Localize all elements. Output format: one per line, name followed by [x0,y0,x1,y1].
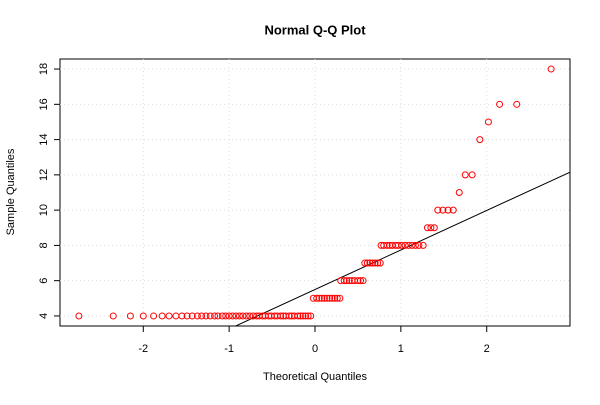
point [449,206,457,214]
point [371,259,379,267]
point [333,294,341,302]
point [299,312,307,320]
point [285,312,293,320]
point [415,241,423,249]
y-axis-label: Sample Quantiles [5,148,17,235]
point [439,206,447,214]
point [484,118,492,126]
y-tick-label: 4 [38,313,50,319]
point [476,136,484,144]
point [307,312,315,320]
point [211,312,219,320]
point [461,171,469,179]
y-tick-label: 14 [38,133,50,145]
point [109,312,117,320]
point [359,277,367,285]
point [232,312,240,320]
point [434,206,442,214]
point [172,312,180,320]
point [468,171,476,179]
point [328,294,336,302]
y-tick-label: 10 [38,204,50,216]
y-tick-label: 18 [38,63,50,75]
point [423,224,431,232]
point [547,65,555,73]
point [193,312,201,320]
point [427,224,435,232]
point [150,312,158,320]
point [302,312,310,320]
point [357,277,365,285]
point [222,312,230,320]
y-tick-label: 12 [38,169,50,181]
point [178,312,186,320]
point [214,312,222,320]
point [326,294,334,302]
point [345,277,353,285]
point [315,294,323,302]
x-tick-label: 2 [484,343,490,355]
point [313,294,321,302]
point [496,100,504,108]
point [139,312,147,320]
point [235,312,243,320]
y-tick-label: 8 [38,242,50,248]
point [336,294,344,302]
point [320,294,328,302]
point [405,241,413,249]
point [294,312,302,320]
point [363,259,371,267]
point [430,224,438,232]
point [296,312,304,320]
point [304,312,312,320]
point [188,312,196,320]
point [408,241,416,249]
x-tick-label: 0 [312,343,318,355]
y-tick-label: 6 [38,278,50,284]
point [277,312,285,320]
point [394,241,402,249]
x-axis-label: Theoretical Quantiles [263,371,367,383]
point [158,312,166,320]
chart-title: Normal Q-Q Plot [264,22,366,37]
point [225,312,233,320]
point [411,241,419,249]
point [513,100,521,108]
point [242,312,250,320]
point [376,259,384,267]
point [401,241,409,249]
x-tick-label: -2 [138,343,148,355]
point [126,312,134,320]
point [239,312,247,320]
point [318,294,326,302]
point [229,312,237,320]
point [455,189,463,196]
reference-line [234,171,570,326]
point [183,312,191,320]
point [165,312,173,320]
point [198,312,206,320]
point [383,241,391,249]
x-tick-label: -1 [224,343,234,355]
point [361,259,369,267]
point [419,241,427,249]
point [444,206,452,214]
point [323,294,331,302]
point [331,294,339,302]
point [246,312,254,320]
point [206,312,214,320]
point [75,312,83,320]
point [374,259,382,267]
x-tick-label: 1 [398,343,404,355]
point [343,277,351,285]
point [354,277,362,285]
point [340,277,348,285]
point [366,259,374,267]
point [202,312,210,320]
point [398,241,406,249]
y-tick-label: 16 [38,98,50,110]
point [369,259,377,267]
point [218,312,226,320]
